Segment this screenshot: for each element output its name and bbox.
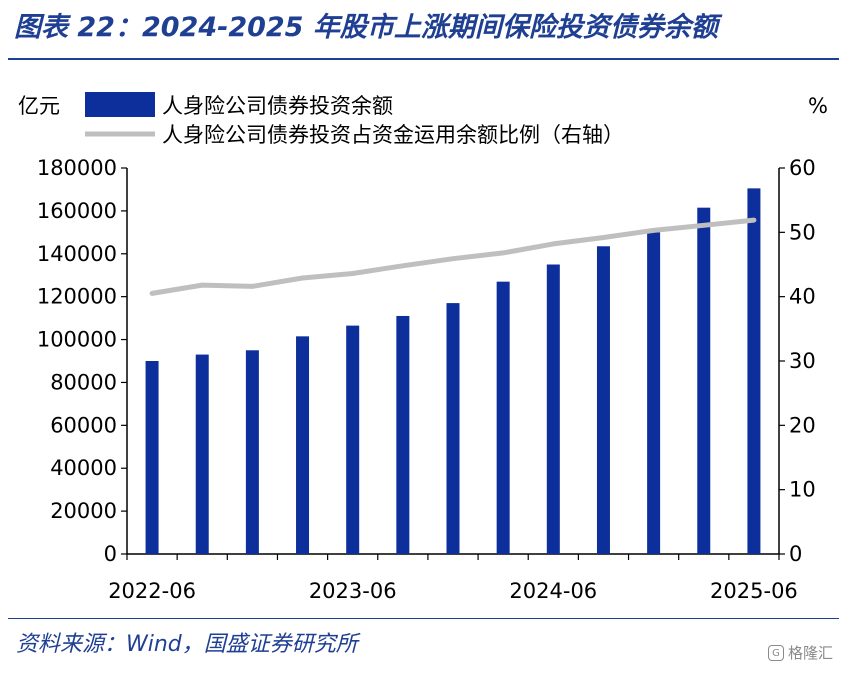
bar xyxy=(145,361,159,554)
x-tick-label: 2025-06 xyxy=(710,579,798,603)
watermark: G 格隆汇 xyxy=(767,642,833,663)
left-tick-label: 0 xyxy=(104,542,117,566)
legend-label-bar: 人身险公司债券投资余额 xyxy=(162,94,393,118)
bar xyxy=(647,232,661,555)
bar xyxy=(747,188,761,554)
right-tick-label: 0 xyxy=(789,542,802,566)
title-divider xyxy=(8,58,839,60)
right-axis-unit: % xyxy=(808,94,828,118)
left-tick-label: 20000 xyxy=(50,499,117,523)
left-tick-label: 160000 xyxy=(37,199,117,223)
footer-divider xyxy=(8,618,839,619)
tick-labels: 0 20000 40000 60000 80000 100000 120000 140000 1… xyxy=(37,156,816,603)
ratio-line xyxy=(149,217,757,296)
chart-title: 图表 22：2024-2025 年股市上涨期间保险投资债券余额 xyxy=(14,12,718,43)
bar xyxy=(195,354,209,554)
left-tick-label: 100000 xyxy=(37,328,117,352)
bar xyxy=(596,246,610,554)
legend: 人身险公司债券投资余额 人身险公司债券投资占资金运用余额比例（右轴） xyxy=(85,92,624,147)
bar-series xyxy=(145,188,761,555)
left-tick-label: 80000 xyxy=(50,370,117,394)
bar xyxy=(546,264,560,554)
right-tick-label: 60 xyxy=(789,156,816,180)
bar xyxy=(697,207,711,554)
right-tick-label: 30 xyxy=(789,349,816,373)
right-tick-label: 40 xyxy=(789,285,816,309)
right-tick-label: 50 xyxy=(789,220,816,244)
left-tick-label: 120000 xyxy=(37,285,117,309)
left-tick-label: 140000 xyxy=(37,242,117,266)
legend-swatch-bar xyxy=(85,92,155,117)
right-tick-label: 20 xyxy=(789,413,816,437)
legend-label-line: 人身险公司债券投资占资金运用余额比例（右轴） xyxy=(162,123,624,147)
watermark-logo-icon: G xyxy=(767,644,784,661)
left-tick-label: 40000 xyxy=(50,456,117,480)
bar xyxy=(346,325,360,554)
watermark-text: 格隆汇 xyxy=(787,644,833,662)
line-series xyxy=(149,217,757,296)
left-tick-label: 180000 xyxy=(37,156,117,180)
source-note: 资料来源：Wind，国盛证券研究所 xyxy=(16,632,358,657)
x-tick-label: 2022-06 xyxy=(108,579,196,603)
left-axis-unit: 亿元 xyxy=(18,94,60,118)
x-tick-label: 2023-06 xyxy=(309,579,397,603)
right-tick-label: 10 xyxy=(789,478,816,502)
bar xyxy=(245,350,259,554)
x-tick-label: 2024-06 xyxy=(509,579,597,603)
chart-canvas: 人身险公司债券投资余额 人身险公司债券投资占资金运用余额比例（右轴） 亿元 % … xyxy=(18,92,828,603)
left-tick-label: 60000 xyxy=(50,413,117,437)
bar xyxy=(396,315,410,554)
bar xyxy=(296,336,310,554)
bar xyxy=(496,281,510,554)
bar xyxy=(446,303,460,554)
